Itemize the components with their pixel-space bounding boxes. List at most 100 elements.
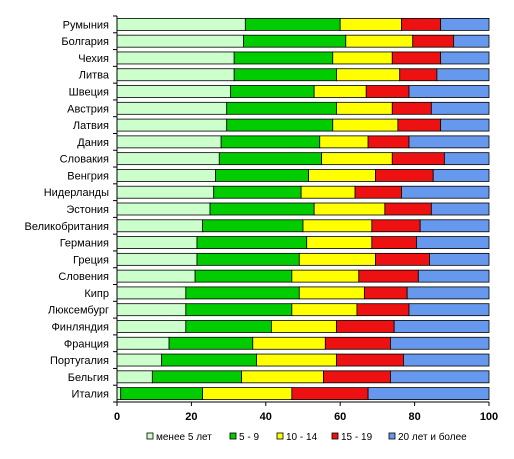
bar-segment — [215, 169, 309, 182]
category-label: Бельгия — [68, 372, 109, 384]
category-label: Словакия — [60, 154, 109, 166]
bar-segment — [390, 336, 490, 350]
bar-segment — [306, 236, 373, 249]
bar-segment — [241, 370, 324, 384]
x-tick-label: 100 — [480, 411, 498, 423]
bar-segment — [336, 101, 393, 115]
bar-segment — [429, 252, 490, 266]
x-tick-label: 40 — [260, 411, 272, 423]
bar-segment — [412, 34, 455, 48]
bar-segment — [161, 353, 257, 367]
bar-segment — [291, 269, 360, 283]
bar-segment — [391, 101, 432, 115]
category-labels: Румыния Болгария Чехия Литва Швеция Австрия Ла… — [25, 19, 110, 400]
bar-segment — [375, 252, 430, 266]
category-label: Латвия — [73, 120, 109, 132]
bar-segment — [196, 236, 308, 249]
x-tick-label: 60 — [334, 411, 346, 423]
bar-segment — [116, 353, 163, 367]
bar-segment — [336, 353, 404, 367]
bar-segment — [220, 135, 321, 149]
bar-segment — [363, 286, 408, 300]
legend-label: 10 - 14 — [286, 432, 318, 443]
bar-segment — [323, 370, 391, 384]
bar-segment — [332, 118, 399, 132]
bar-segment — [358, 269, 419, 283]
bar-segment — [440, 51, 490, 65]
bar-segment — [440, 118, 490, 132]
bar-segment — [430, 101, 490, 115]
bar-segment — [116, 51, 235, 65]
bar-segment — [209, 202, 315, 216]
bar-segment — [116, 269, 196, 283]
bar-segment — [116, 286, 187, 300]
bar-segment — [116, 101, 228, 115]
category-label: Люксембург — [48, 305, 109, 317]
bar-segment — [371, 236, 417, 249]
bar-segment — [233, 51, 334, 65]
bar-segment — [116, 387, 122, 401]
bar-segment — [391, 152, 445, 166]
bar-segment — [302, 219, 373, 233]
legend-label: менее 5 лет — [156, 432, 212, 443]
category-label: Румыния — [63, 19, 109, 31]
category-label: Финляндия — [51, 321, 109, 333]
axes-layer — [113, 15, 490, 406]
category-label: Швеция — [69, 87, 109, 99]
category-label: Великобритания — [25, 221, 110, 233]
x-tick-label: 0 — [114, 411, 120, 423]
bar-segment — [291, 387, 369, 401]
bar-segment — [324, 336, 391, 350]
bar-segment — [443, 152, 490, 166]
category-label: Словения — [58, 271, 109, 283]
bar-segment — [116, 320, 187, 333]
bar-segment — [367, 387, 490, 401]
category-label: Франция — [64, 338, 109, 350]
bar-segment — [336, 68, 401, 82]
legend-swatch — [229, 432, 237, 440]
bar-segment — [116, 252, 198, 266]
bar-segment — [401, 185, 490, 199]
bar-segment — [185, 303, 293, 317]
bar-segment — [393, 320, 490, 333]
bar-segment — [401, 17, 442, 31]
bar-segment — [356, 303, 410, 317]
category-label: Португалия — [50, 355, 109, 367]
bar-segment — [116, 34, 244, 48]
bar-segment — [367, 135, 410, 149]
bar-segment — [417, 269, 490, 283]
bar-segment — [116, 202, 211, 216]
bar-segment — [365, 85, 410, 98]
category-label: Германия — [60, 238, 109, 250]
bar-segment — [336, 320, 395, 333]
category-label: Греция — [73, 254, 109, 266]
legend-swatch — [276, 432, 284, 440]
bar-segment — [116, 152, 220, 166]
bar-segment — [345, 34, 414, 48]
bar-segment — [354, 185, 402, 199]
category-label: Дания — [77, 137, 109, 149]
bar-segment — [120, 387, 203, 401]
bar-segment — [408, 135, 490, 149]
bar-segment — [116, 370, 153, 384]
bar-segment — [116, 303, 187, 317]
bar-segment — [252, 336, 326, 350]
bar-segment — [270, 320, 337, 333]
bar-segment — [116, 68, 235, 82]
legend: менее 5 лет 5 - 9 10 - 14 15 - 19 20 лет и б… — [146, 431, 467, 443]
bar-segment — [243, 34, 347, 48]
bar-segment — [116, 169, 216, 182]
category-label: Эстония — [66, 204, 109, 216]
bar-segment — [230, 85, 315, 98]
bar-segment — [399, 68, 438, 82]
bar-segment — [406, 286, 490, 300]
x-tick-labels: 0 20 40 60 80 100 — [114, 411, 498, 423]
bar-segment — [185, 320, 272, 333]
bar-segment — [300, 185, 356, 199]
bar-segment — [202, 387, 293, 401]
bars-layer — [116, 17, 490, 401]
legend-swatch — [331, 432, 339, 440]
bar-segment — [371, 219, 421, 233]
bar-segment — [116, 135, 222, 149]
